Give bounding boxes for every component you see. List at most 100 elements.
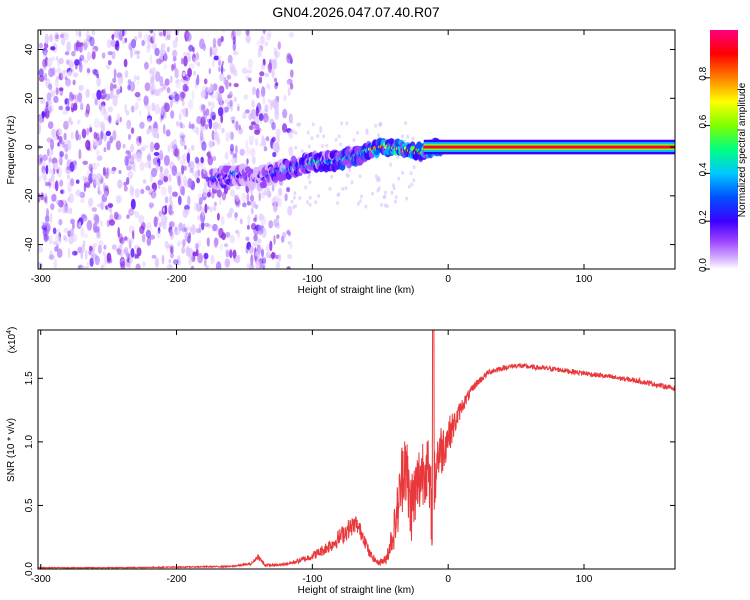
noise-speckle: [247, 214, 251, 225]
noise-speckle: [218, 195, 222, 206]
noise-speckle: [181, 186, 186, 197]
noise-speckle: [69, 228, 74, 237]
noise-speckle: [287, 205, 293, 216]
noise-speckle: [78, 62, 83, 73]
noise-speckle: [289, 56, 293, 61]
noise-speckle: [106, 167, 109, 176]
noise-speckle: [157, 30, 164, 35]
noise-speckle: [130, 210, 136, 215]
noise-speckle: [287, 231, 292, 237]
noise-speckle: [64, 51, 70, 56]
colorbar-tick-label: 0.6: [698, 114, 709, 128]
noise-speckle: [212, 37, 217, 49]
noise-speckle: [130, 198, 136, 210]
noise-speckle: [275, 128, 281, 137]
noise-speckle: [149, 204, 153, 210]
noise-speckle: [227, 54, 233, 64]
noise-speckle: [127, 150, 131, 159]
noise-speckle: [103, 187, 108, 198]
noise-speckle: [375, 178, 379, 182]
noise-speckle: [42, 154, 48, 161]
noise-speckle: [159, 165, 163, 173]
noise-speckle: [169, 141, 175, 152]
noise-speckle: [188, 260, 192, 266]
noise-speckle: [118, 170, 122, 174]
noise-speckle: [232, 35, 236, 45]
noise-speckle: [337, 134, 341, 139]
noise-speckle: [45, 208, 50, 219]
noise-speckle: [144, 61, 149, 70]
noise-speckle: [241, 192, 247, 203]
noise-speckle: [119, 116, 122, 123]
noise-speckle: [49, 212, 53, 224]
noise-speckle: [246, 158, 249, 165]
noise-speckle: [152, 132, 159, 138]
noise-speckle: [193, 70, 197, 76]
noise-speckle: [287, 87, 291, 97]
noise-speckle: [237, 106, 240, 112]
noise-speckle: [44, 33, 49, 45]
noise-speckle: [149, 141, 155, 153]
noise-speckle: [218, 66, 221, 73]
noise-speckle: [273, 77, 278, 83]
noise-speckle: [292, 205, 296, 210]
noise-speckle: [177, 240, 182, 245]
noise-speckle: [168, 174, 172, 183]
noise-speckle: [409, 171, 413, 176]
noise-speckle: [158, 210, 162, 217]
noise-speckle: [84, 109, 90, 118]
noise-speckle: [106, 39, 112, 49]
noise-speckle: [177, 175, 181, 186]
noise-speckle: [228, 91, 233, 99]
noise-speckle: [286, 266, 291, 269]
noise-speckle: [131, 47, 137, 57]
noise-speckle: [59, 151, 64, 158]
noise-speckle: [261, 263, 267, 268]
noise-speckle: [148, 188, 154, 193]
ytick-label: 1.0: [24, 434, 35, 448]
noise-speckle: [59, 179, 64, 187]
noise-speckle: [175, 36, 179, 43]
noise-speckle: [48, 67, 54, 78]
noise-speckle: [209, 206, 213, 213]
noise-speckle: [56, 67, 62, 75]
noise-speckle: [134, 91, 141, 98]
noise-speckle: [257, 224, 264, 236]
snr-scale-prefix: (x10: [7, 333, 18, 353]
noise-speckle: [126, 119, 132, 130]
noise-speckle: [107, 115, 111, 122]
noise-speckle: [65, 78, 71, 87]
noise-speckle: [112, 77, 117, 84]
noise-speckle: [267, 85, 271, 90]
noise-speckle: [63, 237, 69, 242]
noise-speckle: [133, 74, 137, 83]
noise-speckle: [117, 179, 123, 189]
noise-speckle: [68, 193, 75, 204]
noise-speckle: [412, 165, 416, 170]
noise-speckle: [274, 110, 280, 120]
noise-speckle: [224, 258, 230, 268]
noise-speckle: [156, 58, 162, 65]
noise-speckle: [148, 202, 155, 208]
noise-speckle: [146, 154, 151, 162]
noise-speckle: [57, 208, 62, 213]
noise-speckle: [283, 94, 287, 102]
noise-speckle: [376, 188, 380, 193]
noise-speckle: [115, 140, 122, 151]
noise-speckle: [146, 236, 152, 246]
noise-speckle: [208, 101, 212, 107]
noise-speckle: [66, 209, 70, 214]
noise-speckle: [308, 180, 312, 185]
noise-speckle: [111, 168, 116, 175]
noise-speckle: [277, 187, 283, 197]
noise-speckle: [179, 132, 185, 137]
noise-speckle: [317, 194, 321, 198]
noise-speckle: [196, 202, 202, 213]
noise-speckle: [250, 108, 256, 120]
noise-speckle: [106, 252, 112, 263]
noise-speckle: [88, 163, 93, 172]
noise-speckle: [273, 218, 280, 228]
noise-speckle: [47, 121, 54, 129]
noise-speckle: [269, 240, 273, 252]
